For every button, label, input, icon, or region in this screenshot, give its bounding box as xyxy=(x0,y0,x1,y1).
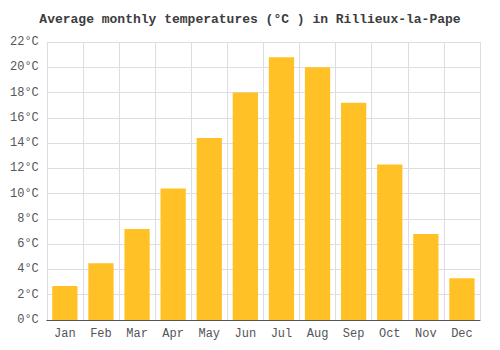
svg-text:Sep: Sep xyxy=(343,327,365,341)
svg-text:0°C: 0°C xyxy=(17,313,39,327)
svg-text:16°C: 16°C xyxy=(10,111,39,125)
svg-text:Jul: Jul xyxy=(271,327,293,341)
svg-text:Average monthly temperatures (: Average monthly temperatures (°C ) in Ri… xyxy=(39,12,460,27)
svg-text:18°C: 18°C xyxy=(10,86,39,100)
svg-text:Oct: Oct xyxy=(379,327,401,341)
svg-text:Apr: Apr xyxy=(162,327,184,341)
svg-text:14°C: 14°C xyxy=(10,136,39,150)
svg-text:4°C: 4°C xyxy=(17,262,39,276)
svg-text:12°C: 12°C xyxy=(10,161,39,175)
svg-text:Mar: Mar xyxy=(126,327,148,341)
svg-text:Aug: Aug xyxy=(307,327,329,341)
svg-text:2°C: 2°C xyxy=(17,288,39,302)
svg-text:Jun: Jun xyxy=(235,327,257,341)
svg-text:6°C: 6°C xyxy=(17,237,39,251)
svg-text:20°C: 20°C xyxy=(10,60,39,74)
svg-text:May: May xyxy=(198,327,220,341)
svg-text:22°C: 22°C xyxy=(10,35,39,49)
svg-text:8°C: 8°C xyxy=(17,212,39,226)
svg-text:Nov: Nov xyxy=(415,327,437,341)
svg-text:Jan: Jan xyxy=(54,327,76,341)
svg-text:10°C: 10°C xyxy=(10,187,39,201)
svg-text:Feb: Feb xyxy=(90,327,112,341)
svg-text:Dec: Dec xyxy=(451,327,473,341)
